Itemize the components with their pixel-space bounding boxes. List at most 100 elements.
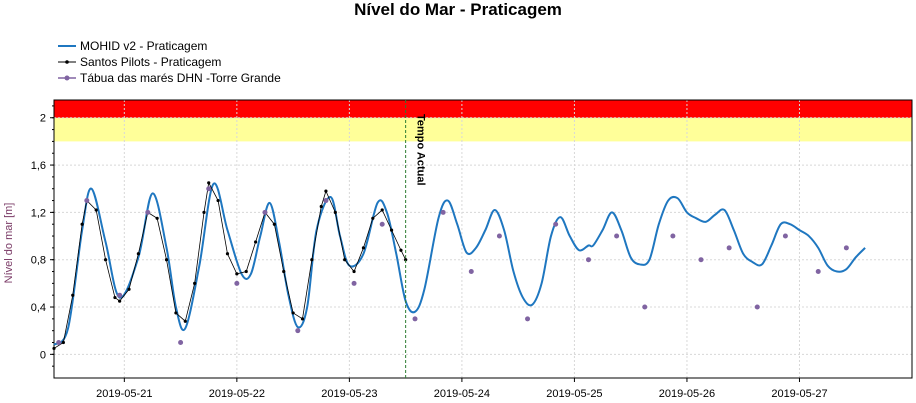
data-point [235,272,239,276]
x-axis: 2019-05-21 2019-05-22 2019-05-23 2019-05-24… [96,378,828,400]
data-point [71,293,75,297]
legend-marker-icon [58,75,76,81]
data-point [300,317,305,321]
gridlines [54,100,912,378]
data-point [440,209,446,215]
threshold-band-1 [54,100,912,118]
data-point [56,340,62,346]
data-point [295,328,301,334]
data-point [670,233,676,239]
data-point [117,292,123,298]
data-point [272,222,276,226]
data-point [193,281,197,285]
data-point [399,248,403,252]
data-point [145,209,151,215]
data-point [52,346,56,351]
data-point [225,252,230,256]
y-axis-label: Nível do mar [m] [3,203,15,284]
legend-line-icon [58,45,76,47]
legend-dotted-line-icon [58,60,76,64]
data-point [782,233,788,239]
y-tick-label: 2 [40,113,46,125]
plot-frame [53,99,913,379]
data-point [254,240,258,244]
x-tick-label: 2019-05-22 [209,388,265,400]
y-tick-label: 1,6 [31,160,46,172]
x-tick-label: 2019-05-23 [321,388,377,400]
data-point [291,311,295,315]
data-point [468,269,474,275]
legend-item-dhn: Tábua das marés DHN -Torre Grande [58,70,281,86]
data-point [389,228,394,232]
data-point [164,258,169,262]
series-0 [53,182,866,346]
threshold-band-0 [54,117,912,142]
x-tick-label: 2019-05-24 [434,388,490,400]
series-2 [56,186,849,346]
data-point [323,198,329,204]
data-point [352,269,356,274]
data-point [310,258,314,262]
data-point [815,269,821,275]
data-point [234,280,240,286]
legend-item-santos: Santos Pilots - Praticagem [58,54,281,70]
data-point [244,269,248,274]
data-point [843,245,849,251]
data-point [155,216,159,220]
data-point [103,258,108,262]
data-point [371,216,375,220]
data-point [726,245,732,251]
data-point [379,221,385,227]
data-point [183,319,187,323]
x-tick-label: 2019-05-27 [771,388,827,400]
data-point [754,304,760,310]
x-tick-label: 2019-05-21 [96,388,152,400]
series-group [52,181,866,351]
y-tick-label: 1,2 [31,207,46,219]
legend-label-mohid: MOHID v2 - Praticagem [80,39,208,53]
data-point [614,233,620,239]
legend-label-dhn: Tábua das marés DHN -Torre Grande [80,71,281,85]
data-point [202,210,206,214]
data-point [361,246,366,250]
data-point [525,316,531,322]
x-tick-label: 2019-05-25 [546,388,602,400]
x-tick-label: 2019-05-26 [659,388,715,400]
data-point [84,198,90,204]
data-point [282,269,286,274]
data-point [262,209,268,215]
data-point [642,304,648,310]
data-point [585,257,591,263]
series-line [53,182,866,346]
data-point [61,340,65,345]
current-time-label: Tempo Actual [415,114,427,186]
data-point [174,311,178,315]
data-point [380,208,384,212]
legend: MOHID v2 - Praticagem Santos Pilots - Pr… [58,38,281,86]
data-point [216,198,220,203]
data-point [553,221,559,227]
data-point [136,252,140,256]
data-point [94,208,98,212]
legend-item-mohid: MOHID v2 - Praticagem [58,38,281,54]
data-point [319,204,323,209]
data-point [412,316,418,322]
y-axis: 0 0,4 0,8 1,2 1,6 2 [31,105,54,367]
data-point [207,181,211,185]
legend-label-santos: Santos Pilots - Praticagem [80,55,222,69]
data-point [206,186,212,192]
data-point [324,189,328,193]
y-tick-label: 0,8 [31,255,46,267]
data-point [333,210,337,214]
data-point [80,222,84,226]
data-point [343,258,347,262]
data-point [113,295,117,300]
data-point [118,299,122,303]
chart-title: Nível do Mar - Praticagem [354,0,562,19]
data-point [127,287,131,291]
data-point [496,233,502,239]
data-point [351,280,357,286]
data-point [698,257,704,263]
threshold-bands [54,100,912,142]
